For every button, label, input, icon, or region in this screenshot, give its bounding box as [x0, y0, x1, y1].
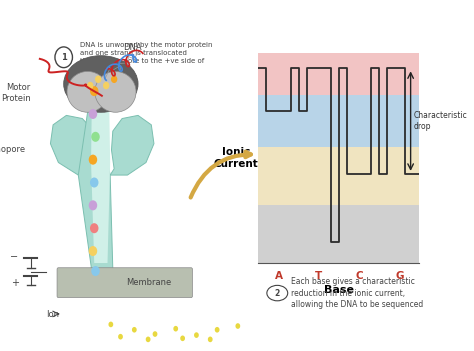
Text: −: − [10, 252, 18, 262]
Circle shape [208, 337, 213, 342]
Ellipse shape [95, 71, 136, 112]
Text: Motor
Protein: Motor Protein [1, 83, 30, 104]
Bar [258, 147, 419, 205]
Circle shape [146, 337, 151, 342]
Circle shape [90, 86, 99, 96]
Polygon shape [50, 115, 96, 175]
Circle shape [118, 334, 123, 339]
Text: Nanopore Sequencing Principle: Nanopore Sequencing Principle [90, 9, 384, 27]
Text: Characteristic
drop: Characteristic drop [413, 111, 467, 131]
Text: Each base gives a characteristic
reduction in the ionic current,
allowing the DN: Each base gives a characteristic reducti… [291, 277, 423, 309]
Circle shape [153, 331, 157, 337]
Circle shape [89, 246, 97, 256]
Circle shape [91, 132, 100, 142]
Circle shape [89, 109, 97, 119]
Circle shape [90, 223, 99, 233]
Circle shape [194, 332, 199, 338]
Text: Ion: Ion [46, 310, 59, 319]
Circle shape [103, 82, 109, 89]
Circle shape [236, 323, 240, 329]
Ellipse shape [64, 56, 138, 112]
Bar [258, 53, 419, 95]
Text: 1: 1 [61, 53, 67, 62]
Ellipse shape [67, 71, 108, 112]
Text: DNA is unwound by the motor protein
and one strand is translocated
through the p: DNA is unwound by the motor protein and … [80, 42, 212, 72]
Circle shape [91, 266, 100, 276]
Circle shape [109, 322, 113, 327]
Circle shape [132, 327, 137, 333]
Text: Ionic
Current: Ionic Current [214, 147, 258, 169]
Text: 2: 2 [274, 289, 280, 298]
Text: +: + [10, 278, 18, 289]
Text: Nanopore: Nanopore [0, 145, 25, 154]
Circle shape [89, 155, 97, 165]
Circle shape [95, 75, 101, 83]
Text: DNA: DNA [123, 44, 142, 52]
Polygon shape [110, 115, 154, 175]
Polygon shape [91, 81, 110, 263]
X-axis label: Base: Base [324, 285, 354, 295]
Circle shape [89, 200, 97, 210]
Circle shape [87, 82, 93, 89]
Circle shape [215, 327, 219, 333]
FancyBboxPatch shape [57, 268, 192, 298]
Circle shape [173, 326, 178, 332]
Bar [258, 95, 419, 147]
Bar [258, 205, 419, 263]
Text: Membrane: Membrane [126, 278, 171, 287]
Circle shape [111, 75, 118, 83]
Circle shape [90, 178, 99, 187]
Circle shape [180, 336, 185, 341]
Polygon shape [78, 81, 113, 269]
